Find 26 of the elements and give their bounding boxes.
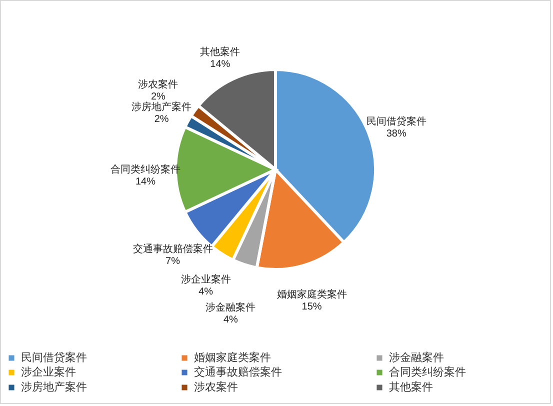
slice-label: 其他案件	[200, 46, 240, 58]
data-label: 14%	[210, 58, 230, 70]
slice-label: 交通事故赔偿案件	[132, 243, 213, 256]
legend-label: 其他案件	[389, 380, 433, 394]
legend-label: 涉房地产案件	[21, 380, 87, 394]
legend-label: 交通事故赔偿案件	[194, 366, 282, 378]
data-label: 4%	[198, 286, 214, 298]
data-label: 2%	[154, 114, 169, 125]
slice-label: 涉企业案件	[180, 273, 231, 286]
slice-label: 涉金融案件	[206, 301, 256, 314]
slice-label: 涉房地产案件	[132, 100, 192, 113]
slice-label: 婚姻家庭类案件	[276, 288, 347, 300]
legend-label: 合同类纠纷案件	[389, 366, 466, 378]
slice-label: 涉农案件	[138, 78, 178, 90]
data-label: 7%	[166, 256, 180, 268]
data-label: 15%	[302, 301, 322, 312]
legend-label: 涉企业案件	[21, 366, 76, 378]
data-label: 4%	[223, 314, 238, 326]
legend-label: 婚姻家庭类案件	[194, 350, 271, 364]
data-label: 2%	[150, 91, 166, 102]
legend-label: 涉金融案件	[389, 350, 444, 364]
slice-label: 民间借贷案件	[366, 116, 426, 128]
data-label: 14%	[135, 176, 156, 188]
legend-label: 民间借贷案件	[21, 350, 87, 364]
data-label: 38%	[386, 128, 406, 140]
legend-label: 涉农案件	[194, 380, 238, 394]
